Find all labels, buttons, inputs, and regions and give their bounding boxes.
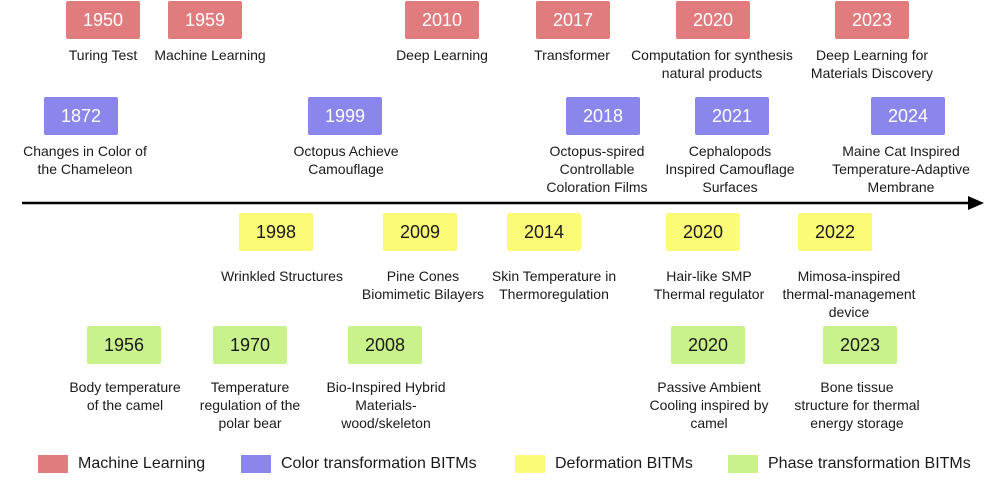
deformation-event-label: Hair-like SMP Thermal regulator	[653, 268, 765, 302]
phase-event-label: Body temperature of the camel	[69, 379, 181, 413]
legend-item-phase-transformation: Phase transformation BITMs	[728, 452, 971, 476]
legend-item-deformation: Deformation BITMs	[515, 452, 693, 476]
legend-swatch	[515, 455, 545, 473]
ml-event-label: Turing Test	[68, 47, 138, 63]
ml-year-badge: 2023	[835, 1, 909, 39]
ml-year-badge: 1959	[168, 1, 242, 39]
legend-swatch	[241, 455, 271, 473]
phase-year-badge: 2020	[671, 326, 745, 364]
legend-label: Phase transformation BITMs	[768, 455, 971, 472]
legend-swatch	[38, 455, 68, 473]
legend-label: Machine Learning	[78, 455, 206, 472]
legend-label: Deformation BITMs	[555, 455, 693, 472]
color-event-label: Cephalopods Inspired Camouflage Surfaces	[665, 143, 795, 195]
deformation-year-badge: 1998	[239, 213, 313, 251]
ml-event-label: Transformer	[534, 47, 610, 63]
color-event-label: Octopus-spired Controllable Coloration F…	[546, 143, 648, 195]
phase-event-label: Bone tissue structure for thermal energy…	[794, 379, 920, 431]
ml-year-badge: 2020	[676, 1, 750, 39]
phase-event-label: Passive Ambient Cooling inspired by came…	[649, 379, 769, 431]
ml-event-label: Deep Learning for Materials Discovery	[810, 47, 934, 81]
deformation-event-label: Wrinkled Structures	[221, 268, 343, 284]
ml-event-label: Machine Learning	[154, 47, 266, 63]
deformation-year-badge: 2020	[666, 213, 740, 251]
deformation-year-badge: 2022	[798, 213, 872, 251]
ml-event-label: Deep Learning	[396, 47, 488, 63]
ml-year-badge: 2010	[405, 1, 479, 39]
phase-event-label: Bio-Inspired Hybrid Materials- wood/skel…	[326, 379, 446, 431]
deformation-event-label: Mimosa-inspired thermal-management devic…	[782, 268, 916, 320]
color-year-badge: 1999	[308, 97, 382, 135]
color-year-badge: 2024	[871, 97, 945, 135]
phase-year-badge: 1970	[213, 326, 287, 364]
deformation-year-badge: 2009	[383, 213, 457, 251]
color-event-label: Maine Cat Inspired Temperature-Adaptive …	[832, 143, 970, 195]
deformation-year-badge: 2014	[507, 213, 581, 251]
ml-year-badge: 2017	[536, 1, 610, 39]
phase-year-badge: 2023	[823, 326, 897, 364]
phase-event-label: Temperature regulation of the polar bear	[199, 379, 301, 431]
legend-item-machine-learning: Machine Learning	[38, 452, 205, 476]
color-year-badge: 2021	[695, 97, 769, 135]
color-event-label: Octopus Achieve Camouflage	[293, 143, 399, 177]
timeline-arrowhead	[968, 196, 984, 210]
legend-item-color-transformation: Color transformation BITMs	[241, 452, 477, 476]
legend-swatch	[728, 455, 758, 473]
deformation-event-label: Pine Cones Biomimetic Bilayers	[361, 268, 485, 302]
color-event-label: Changes in Color of the Chameleon	[23, 143, 147, 177]
phase-year-badge: 1956	[87, 326, 161, 364]
phase-year-badge: 2008	[348, 326, 422, 364]
deformation-event-label: Skin Temperature in Thermoregulation	[491, 268, 617, 302]
ml-event-label: Computation for synthesis natural produc…	[631, 47, 793, 81]
legend-label: Color transformation BITMs	[281, 455, 477, 472]
color-year-badge: 1872	[44, 97, 118, 135]
ml-year-badge: 1950	[66, 1, 140, 39]
color-year-badge: 2018	[566, 97, 640, 135]
